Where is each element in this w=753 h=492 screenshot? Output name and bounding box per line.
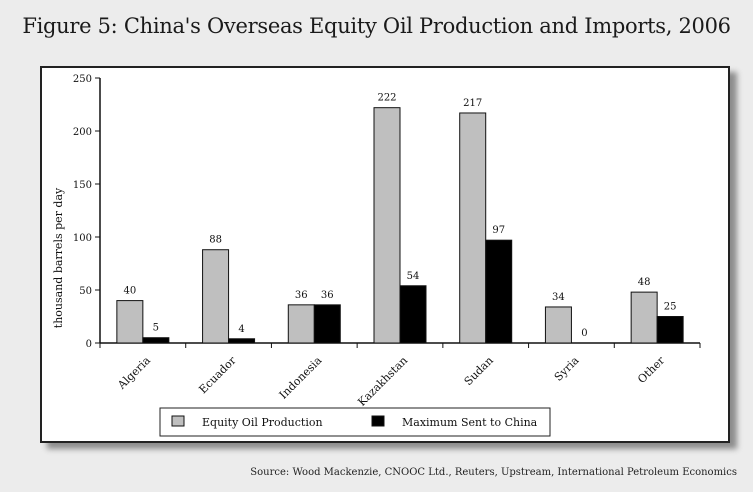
x-tick-label: Sudan	[462, 354, 496, 388]
data-label: 34	[552, 292, 565, 303]
data-label: 217	[463, 98, 482, 109]
data-label: 5	[153, 323, 159, 334]
y-tick-label: 200	[73, 127, 92, 138]
y-tick-label: 100	[73, 233, 92, 244]
x-tick-label: Syria	[552, 354, 582, 384]
data-label: 36	[321, 290, 334, 301]
bar-sent-to-china	[485, 239, 513, 344]
legend: Equity Oil Production Maximum Sent to Chi…	[159, 407, 551, 437]
legend-box	[159, 407, 551, 437]
bar-sent-to-china	[142, 337, 170, 344]
y-tick-label: 50	[79, 286, 92, 297]
bar-sent-to-china	[656, 316, 684, 344]
bar-equity-production	[373, 107, 401, 344]
x-tick-label: Other	[635, 353, 668, 386]
bar-equity-production	[287, 304, 315, 344]
source-note: Source: Wood Mackenzie, CNOOC Ltd., Reut…	[250, 467, 737, 478]
bar-equity-production	[544, 306, 572, 344]
bar-equity-production	[459, 112, 487, 344]
bars	[116, 107, 684, 344]
x-tick-label: Ecuador	[196, 353, 239, 396]
data-label: 25	[664, 302, 677, 313]
data-label: 97	[492, 225, 505, 236]
bar-sent-to-china	[313, 304, 341, 344]
data-label: 36	[295, 290, 308, 301]
bar-sent-to-china	[228, 338, 256, 344]
bar-equity-production	[116, 300, 144, 344]
y-tick-label: 150	[73, 180, 92, 191]
legend-label: Maximum Sent to China	[402, 416, 538, 429]
data-label: 40	[123, 286, 136, 297]
legend-label: Equity Oil Production	[202, 416, 323, 429]
data-labels: 40 5 88 4 36 36 222 54 217 97 34 0 48 25	[123, 93, 676, 339]
data-label: 54	[407, 271, 420, 282]
bar-sent-to-china	[399, 285, 427, 344]
y-tick-label: 0	[86, 339, 92, 350]
y-tick-label: 250	[73, 74, 92, 85]
x-tick-label: Indonesia	[277, 354, 325, 402]
y-axis-label: thousand barrels per day	[52, 187, 65, 328]
legend-swatch-china	[371, 415, 385, 427]
data-label: 222	[377, 93, 396, 104]
data-label: 48	[638, 277, 651, 288]
data-label: 4	[238, 324, 244, 335]
x-tick-label: Kazakhstan	[355, 354, 410, 409]
data-label: 0	[581, 328, 587, 339]
x-tick-label: Algeria	[115, 354, 154, 393]
legend-swatch-equity	[171, 415, 185, 427]
data-label: 88	[209, 235, 222, 246]
chart-title: Figure 5: China's Overseas Equity Oil Pr…	[22, 14, 731, 38]
bar-equity-production	[202, 249, 230, 344]
bar-equity-production	[630, 291, 658, 344]
